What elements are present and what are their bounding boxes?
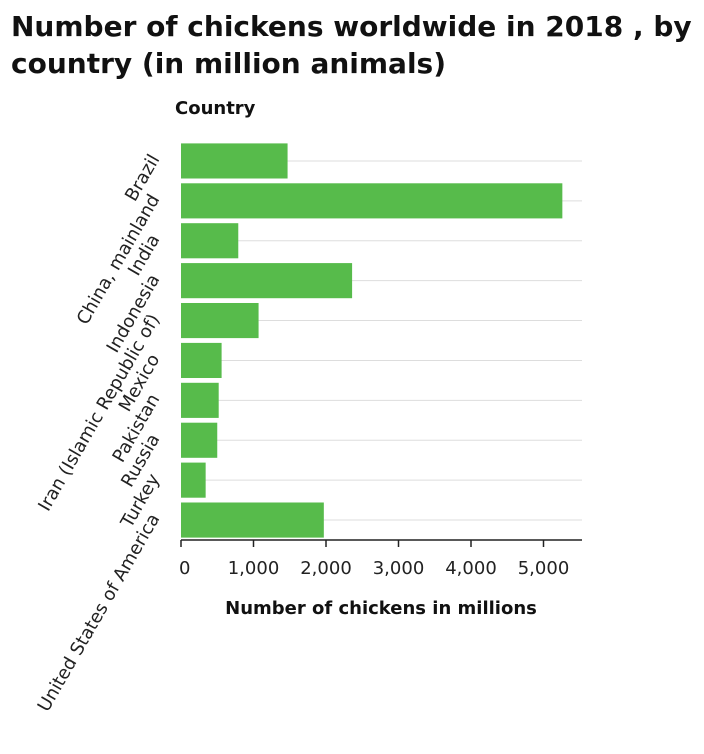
- x-axis-ticks: 0 1,000 2,000 3,000 4,000 5,000: [179, 540, 569, 579]
- bar: [181, 143, 288, 179]
- bar: [181, 342, 222, 379]
- x-axis-title: Number of chickens in millions: [225, 598, 537, 619]
- x-tick-label: 2,000: [300, 558, 352, 579]
- bar: [181, 263, 353, 299]
- y-tick-label: United States of America: [34, 510, 165, 715]
- bars: [181, 143, 563, 538]
- bar: [181, 223, 239, 259]
- x-tick-label: 3,000: [373, 558, 425, 579]
- bar: [181, 422, 218, 458]
- x-tick-label: 1,000: [228, 558, 280, 579]
- bar: [181, 462, 206, 498]
- chart-title: Number of chickens worldwide in 2018 , b…: [11, 10, 692, 80]
- x-tick-label: 5,000: [518, 558, 570, 579]
- y-axis-title: Country: [175, 98, 256, 119]
- bar: [181, 183, 563, 219]
- bar: [181, 382, 219, 418]
- bar: [181, 502, 324, 538]
- x-tick-label: 0: [179, 558, 190, 579]
- bar: [181, 302, 259, 339]
- x-tick-label: 4,000: [445, 558, 497, 579]
